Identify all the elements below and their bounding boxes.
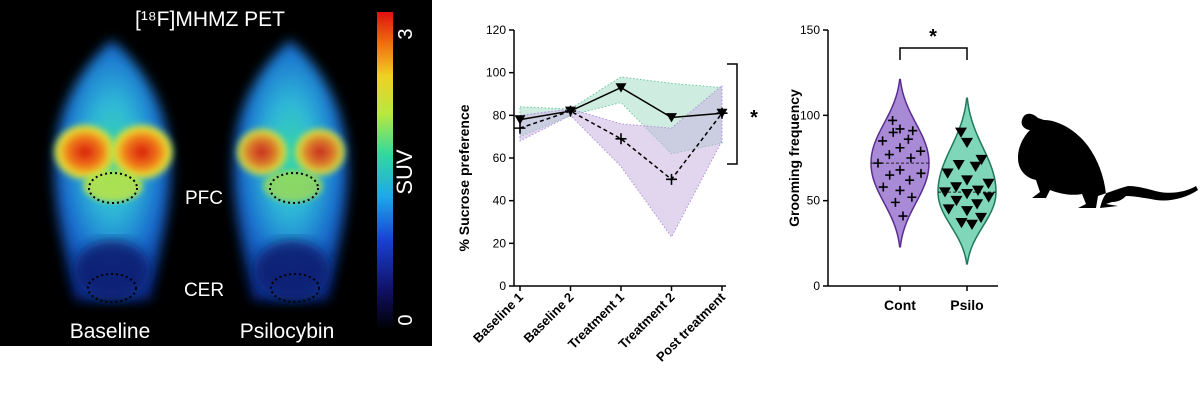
grooming-point-psilo [965, 219, 978, 230]
colorbar-max: 3 [395, 28, 417, 39]
grooming-point-cont [908, 126, 918, 136]
grooming-point-psilo [950, 182, 963, 193]
psilocybin-label: Psilocybin [240, 320, 335, 343]
sucrose-point-series-1 [716, 107, 728, 119]
grooming-point-cont [895, 143, 905, 153]
pfc-roi-psilocybin [269, 172, 319, 204]
sucrose-y-tick-label: 120 [486, 23, 506, 37]
grooming-point-cont [878, 182, 888, 192]
grooming-point-psilo [952, 160, 965, 171]
grooming-point-psilo [982, 178, 995, 189]
pet-image-panel: [¹⁸F]MHMZ PET PFC CER Baseline Psilocybi… [0, 0, 432, 346]
grooming-point-cont [903, 134, 913, 144]
sucrose-y-tick-label: 20 [493, 236, 507, 250]
grooming-point-cont [905, 175, 915, 185]
sucrose-significance-bracket [727, 63, 738, 165]
sucrose-point-series-1 [666, 173, 677, 185]
sucrose-band-series-1 [519, 84, 723, 238]
sucrose-y-tick-label: 100 [486, 66, 506, 80]
violin-cont [870, 78, 930, 248]
colorbar-label: SUV [392, 149, 417, 195]
sucrose-point-series-0 [666, 113, 677, 123]
grooming-x-tick-label: Cont [884, 297, 916, 313]
sucrose-x-tick-label: Baseline 1 [470, 290, 526, 346]
pfc-roi-baseline [88, 172, 138, 204]
baseline-label: Baseline [70, 320, 151, 343]
sucrose-y-tick-label: 60 [493, 151, 507, 165]
pet-title: [¹⁸F]MHMZ PET [135, 8, 285, 31]
sucrose-point-series-0 [615, 83, 627, 93]
sucrose-y-tick-label: 80 [493, 108, 507, 122]
grooming-y-tick-label: 100 [800, 108, 820, 122]
grooming-point-psilo [971, 185, 984, 196]
baseline-brain-scan [51, 40, 176, 303]
grooming-point-psilo [982, 192, 995, 203]
grooming-point-psilo [961, 189, 973, 200]
grooming-point-cont [888, 127, 898, 137]
grooming-point-cont [878, 136, 888, 146]
grooming-point-psilo [971, 199, 984, 210]
grooming-chart-panel: 0 50 100 150 Cont Psilo Grooming frequency * [770, 0, 1010, 330]
grooming-point-psilo [950, 195, 963, 207]
grooming-significance-bracket [899, 47, 968, 60]
grooming-point-psilo [941, 168, 954, 179]
cer-roi-baseline [87, 273, 137, 303]
grooming-y-tick-label: 0 [813, 279, 820, 293]
psilocybin-brain-scan [233, 40, 349, 303]
rat-silhouette [1018, 113, 1198, 208]
cer-roi-psilocybin [270, 273, 320, 303]
grooming-point-psilo [939, 187, 951, 198]
grooming-point-psilo [975, 154, 988, 166]
grooming-point-psilo [969, 161, 982, 172]
grooming-point-cont [884, 150, 894, 160]
grooming-chart: 0 50 100 150 Cont Psilo Grooming frequency * [786, 23, 998, 313]
sucrose-point-series-1 [514, 122, 526, 134]
sucrose-significance-star: * [750, 107, 758, 129]
sucrose-y-tick-label: 40 [493, 194, 507, 208]
sucrose-chart-panel: 0 20 40 60 80 100 120 Baseline 1 Baseline 2 Treat… [440, 0, 770, 404]
grooming-point-cont [873, 158, 883, 168]
grooming-y-tick-label: 150 [800, 23, 820, 37]
grooming-point-cont [895, 124, 905, 134]
sucrose-y-tick-label: 0 [499, 279, 506, 293]
grooming-point-cont [888, 115, 898, 125]
sucrose-point-series-1 [615, 133, 627, 145]
grooming-point-psilo [975, 212, 988, 224]
sucrose-point-series-1 [565, 105, 576, 117]
grooming-y-tick-label: 50 [807, 194, 821, 208]
pet-figure: [¹⁸F]MHMZ PET PFC CER Baseline Psilocybi… [0, 0, 432, 346]
sucrose-line-series-1 [519, 110, 723, 181]
grooming-point-cont [916, 168, 926, 178]
grooming-point-psilo [942, 204, 955, 215]
grooming-significance-star: * [929, 26, 937, 48]
cer-label: CER [184, 280, 224, 301]
sucrose-point-series-0 [514, 115, 526, 125]
grooming-point-psilo [961, 206, 973, 217]
rat-icon [1010, 100, 1200, 220]
grooming-point-psilo [955, 127, 967, 138]
grooming-point-cont [885, 170, 895, 180]
grooming-point-psilo [961, 175, 973, 186]
colorbar [377, 12, 393, 330]
grooming-point-cont [916, 146, 926, 156]
grooming-point-psilo [961, 137, 973, 149]
grooming-point-cont [895, 185, 905, 195]
grooming-point-cont [907, 192, 917, 202]
colorbar-min: 0 [395, 314, 417, 325]
grooming-point-cont [890, 197, 900, 207]
sucrose-y-axis-label: % Sucrose preference [456, 104, 472, 251]
grooming-point-cont [898, 211, 908, 221]
grooming-y-axis-label: Grooming frequency [786, 89, 802, 227]
grooming-point-psilo [955, 218, 968, 229]
grooming-point-cont [895, 165, 905, 175]
grooming-x-tick-label: Psilo [950, 297, 983, 313]
grooming-point-cont [906, 153, 916, 163]
pfc-label: PFC [185, 188, 223, 209]
